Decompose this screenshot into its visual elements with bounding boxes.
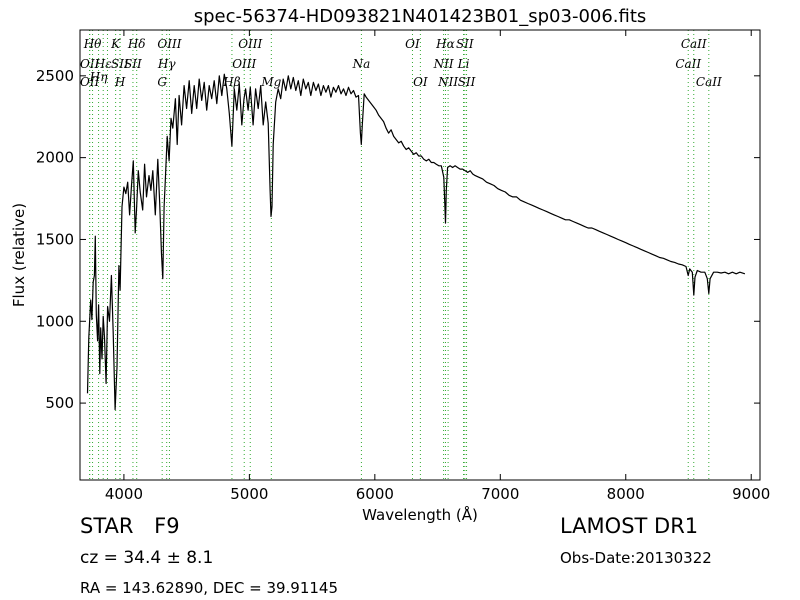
line-marker-label: SII xyxy=(456,37,474,51)
y-tick-label: 1500 xyxy=(36,230,74,248)
y-tick-label: 1000 xyxy=(36,312,74,330)
line-marker-label: Li xyxy=(457,57,470,71)
redshift-value: cz = 34.4 ± 8.1 xyxy=(80,548,214,568)
object-class-value: STAR xyxy=(80,514,134,538)
x-tick-label: 9000 xyxy=(732,485,770,503)
line-marker-label: SII xyxy=(458,75,476,89)
line-marker-label: OIII xyxy=(157,37,181,51)
line-marker-label: OI xyxy=(405,37,420,51)
line-marker-label: Hε xyxy=(94,57,112,71)
line-marker-label: OIII xyxy=(238,37,262,51)
line-marker-label: OII xyxy=(80,75,100,89)
line-marker-label: CaII xyxy=(681,37,707,51)
line-marker-label: Hδ xyxy=(127,37,146,51)
line-marker-label: CaII xyxy=(696,75,722,89)
x-tick-label: 4000 xyxy=(105,485,143,503)
line-marker-label: Hα xyxy=(435,37,455,51)
line-marker-label: NII xyxy=(437,75,458,89)
y-axis-label: Flux (relative) xyxy=(10,203,28,307)
spectrum-line xyxy=(86,73,746,411)
line-marker-label: SII xyxy=(124,57,142,71)
line-marker-label: Mg xyxy=(260,75,281,89)
line-marker-label: OII xyxy=(80,57,100,71)
x-tick-label: 7000 xyxy=(481,485,519,503)
line-marker-label: Hθ xyxy=(83,37,102,51)
line-markers: OIIOIIHθHηHεKHSIISIIHδGHγOIIIHβOIIIOIIIM… xyxy=(80,30,722,480)
x-tick-label: 5000 xyxy=(230,485,268,503)
line-marker-label: OIII xyxy=(232,57,256,71)
object-class: STAR F9 xyxy=(80,514,180,538)
line-marker-label: Hη xyxy=(89,70,108,84)
y-tick-label: 2500 xyxy=(36,67,74,85)
coordinates: RA = 143.62890, DEC = 39.91145 xyxy=(80,579,339,597)
y-axis: 500 1000 1500 2000 2500 xyxy=(36,67,760,412)
line-marker-label: NII xyxy=(433,57,454,71)
observation-date: Obs-Date:20130322 xyxy=(560,549,712,567)
survey-name: LAMOST DR1 xyxy=(560,514,699,538)
x-axis-label: Wavelength (Å) xyxy=(362,505,478,524)
line-marker-label: K xyxy=(110,37,121,51)
chart-title: spec-56374-HD093821N401423B01_sp03-006.f… xyxy=(194,6,647,27)
plot-frame xyxy=(79,29,761,481)
line-marker-label: SII xyxy=(111,57,129,71)
subclass-value: F9 xyxy=(154,514,180,538)
x-tick-label: 6000 xyxy=(356,485,394,503)
y-tick-label: 500 xyxy=(45,394,74,412)
y-tick-label: 2000 xyxy=(36,149,74,167)
x-axis: 4000 5000 6000 7000 8000 9000 xyxy=(105,30,770,503)
line-marker-label: G xyxy=(157,75,167,89)
line-marker-label: Hγ xyxy=(157,57,176,71)
line-marker-label: CaII xyxy=(675,57,701,71)
line-marker-label: Hβ xyxy=(222,75,240,89)
line-marker-label: Na xyxy=(352,57,371,71)
line-marker-label: OI xyxy=(413,75,428,89)
x-tick-label: 8000 xyxy=(607,485,645,503)
